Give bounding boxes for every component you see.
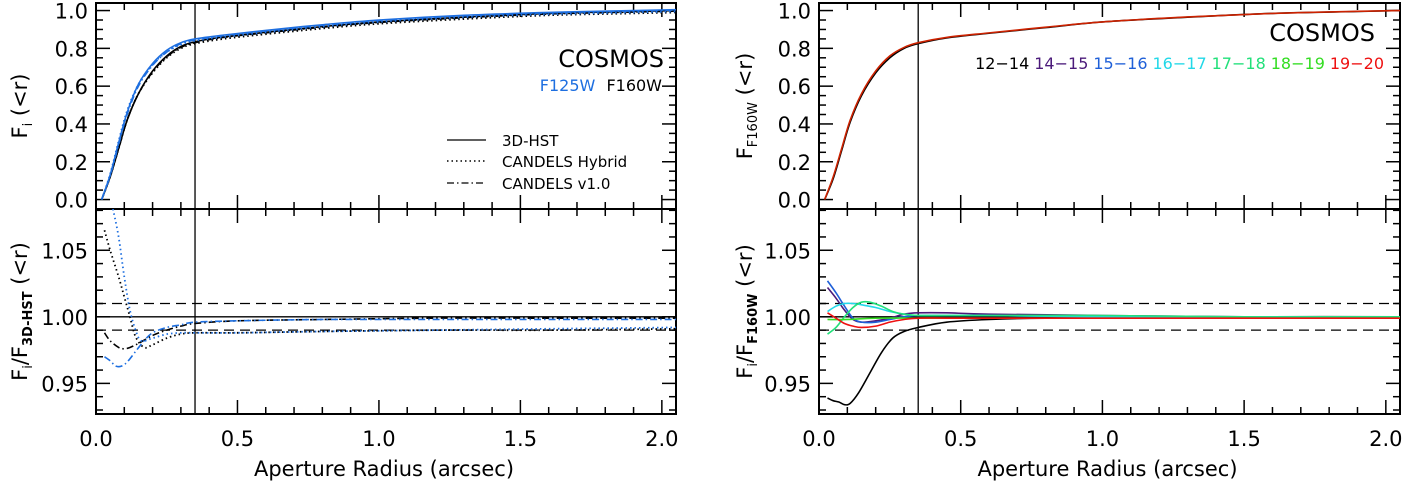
left-field-label: COSMOS <box>558 45 664 73</box>
series-line-f125w-3d-hst <box>100 8 676 200</box>
series-line-f125w-candels-hybrid <box>112 209 676 342</box>
y-axis-title: FF160W (<r) <box>733 53 761 160</box>
legend: 3D-HST CANDELS Hybrid CANDELS v1.0 <box>447 132 627 193</box>
y-axis-title: Fi/FF160W (<r) <box>733 244 761 379</box>
series-line-f125w-candels-v1-0 <box>100 9 676 200</box>
y-tick-label: 1.05 <box>764 239 811 263</box>
y-tick-label: 0.8 <box>778 37 811 61</box>
y-tick-label: 0.0 <box>778 189 811 213</box>
x-tick-label: 2.0 <box>645 427 678 451</box>
right-field-label: COSMOS <box>1269 19 1375 47</box>
y-tick-label: 1.00 <box>41 306 88 330</box>
y-tick-label: 0.2 <box>55 151 88 175</box>
y-tick-label: 1.0 <box>55 0 88 24</box>
right-panel: 0.0 0.2 0.4 0.6 0.8 1.0 FF160W (<r) 0.95 1.00 1.… <box>733 0 1402 481</box>
series-line-f160w-candels-v1-0 <box>103 317 676 350</box>
x-tick-label: 1.5 <box>1227 427 1260 451</box>
y-tick-label: 1.0 <box>778 0 811 24</box>
magnitude-bin-label: 18−19 <box>1271 54 1325 73</box>
x-tick-label: 0.5 <box>944 427 977 451</box>
y-tick-label: 0.4 <box>55 113 88 137</box>
y-tick-label: 0.95 <box>764 372 811 396</box>
series-line-17-18 <box>827 300 1400 335</box>
series-line-19-20 <box>823 9 1400 200</box>
y-axis-title-subscript: i <box>21 365 36 369</box>
right-top-plot: 0.0 0.2 0.4 0.6 0.8 1.0 FF160W (<r) <box>733 0 1401 213</box>
plot-frame <box>95 208 677 415</box>
y-axis-title-subscript: 3D-HST <box>21 291 36 346</box>
x-tick-label: 1.5 <box>504 427 537 451</box>
magnitude-bin-label: 16−17 <box>1153 54 1207 73</box>
y-axis-title-subscript: F160W <box>746 102 761 147</box>
magnitude-bin-label: 15−16 <box>1093 54 1147 73</box>
x-tick-label: 2.0 <box>1369 427 1402 451</box>
series-line-f160w-candels-hybrid <box>103 230 676 349</box>
filter-label-f125w: F125W <box>540 76 596 95</box>
x-tick-label: 1.0 <box>362 427 395 451</box>
y-tick-label: 0.8 <box>55 37 88 61</box>
series-line-f125w-candels-v1-0 <box>104 318 676 368</box>
x-axis-title: Aperture Radius (arcsec) <box>254 457 514 481</box>
y-tick-label: 0.95 <box>41 372 88 396</box>
series-line-f160w-3d-hst <box>100 9 676 200</box>
legend-label-3dhst: 3D-HST <box>502 132 559 150</box>
left-filter-labels: F125W F160W <box>540 76 662 95</box>
y-axis-title: Fi (<r) <box>8 73 36 138</box>
y-tick-label: 0.2 <box>778 151 811 175</box>
y-tick-label: 0.6 <box>778 75 811 99</box>
series-line-19-20 <box>827 312 1400 329</box>
y-tick-label: 0.4 <box>778 113 811 137</box>
y-tick-label: 1.00 <box>764 306 811 330</box>
magnitude-bin-label: 19−20 <box>1330 54 1384 73</box>
x-tick-label: 1.0 <box>1086 427 1119 451</box>
legend-label-candels-hybrid: CANDELS Hybrid <box>502 153 627 171</box>
magnitude-bin-label: 17−18 <box>1212 54 1266 73</box>
y-axis-title-subscript: i <box>746 363 761 367</box>
magnitude-bin-label: 12−14 <box>975 54 1029 73</box>
legend-label-candels-v10: CANDELS v1.0 <box>502 175 610 193</box>
left-panel: 0.0 0.2 0.4 0.6 0.8 1.0 Fi (<r) 0.95 1.00 1.05Fi… <box>8 0 679 481</box>
magnitude-bin-legend: 12−14 14−15 15−16 16−17 17−18 18−19 19−20 <box>975 54 1384 73</box>
y-tick-label: 1.05 <box>41 239 88 263</box>
x-axis-title: Aperture Radius (arcsec) <box>977 457 1237 481</box>
magnitude-bin-label: 14−15 <box>1034 54 1088 73</box>
y-tick-label: 0.0 <box>55 189 88 213</box>
y-tick-label: 0.6 <box>55 75 88 99</box>
y-axis-title: Fi/F3D-HST (<r) <box>8 242 36 381</box>
x-tick-label: 0.0 <box>79 427 112 451</box>
y-axis-title-subscript: i <box>21 123 36 127</box>
y-axis-title-subscript: F160W <box>746 294 761 344</box>
filter-label-f160w: F160W <box>606 76 662 95</box>
plot-frame <box>818 208 1401 415</box>
series-line-f160w-candels-hybrid <box>100 11 676 200</box>
x-tick-label: 0.5 <box>221 427 254 451</box>
x-tick-label: 0.0 <box>802 427 835 451</box>
series-line-f160w-candels-v1-0 <box>100 10 676 200</box>
